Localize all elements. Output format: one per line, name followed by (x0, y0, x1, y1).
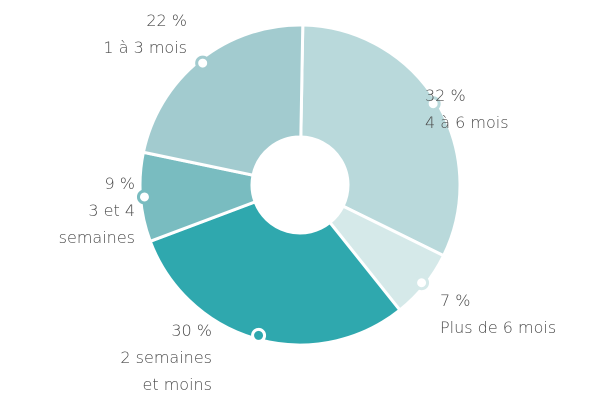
donut-slice (141, 23, 305, 177)
label-dot (136, 189, 152, 205)
slice-label: 9 % 3 et 4 semaines (59, 170, 135, 251)
value-label: 7 % (440, 291, 471, 310)
value-label: 9 % (104, 174, 135, 193)
slice-label: 7 % Plus de 6 mois (440, 287, 556, 341)
slice-label: 22 % 1 à 3 mois (103, 7, 187, 61)
category-label: 4 à 6 mois (425, 113, 509, 132)
slice-label: 32 % 4 à 6 mois (425, 82, 509, 136)
label-dot (414, 275, 430, 291)
value-label: 22 % (146, 11, 187, 30)
donut-slice (299, 23, 462, 258)
label-dot (425, 96, 441, 112)
category-label: 3 et 4 semaines (58, 201, 135, 247)
slice-label: 30 % 2 semaines et moins (120, 317, 212, 398)
value-label: 32 % (425, 86, 466, 105)
category-label: Plus de 6 mois (440, 318, 557, 337)
category-label: 2 semaines et moins (120, 348, 212, 394)
label-dot (251, 327, 267, 343)
donut-slice (148, 199, 402, 347)
category-label: 1 à 3 mois (103, 38, 187, 57)
value-label: 30 % (171, 321, 212, 340)
label-dot (195, 55, 211, 71)
